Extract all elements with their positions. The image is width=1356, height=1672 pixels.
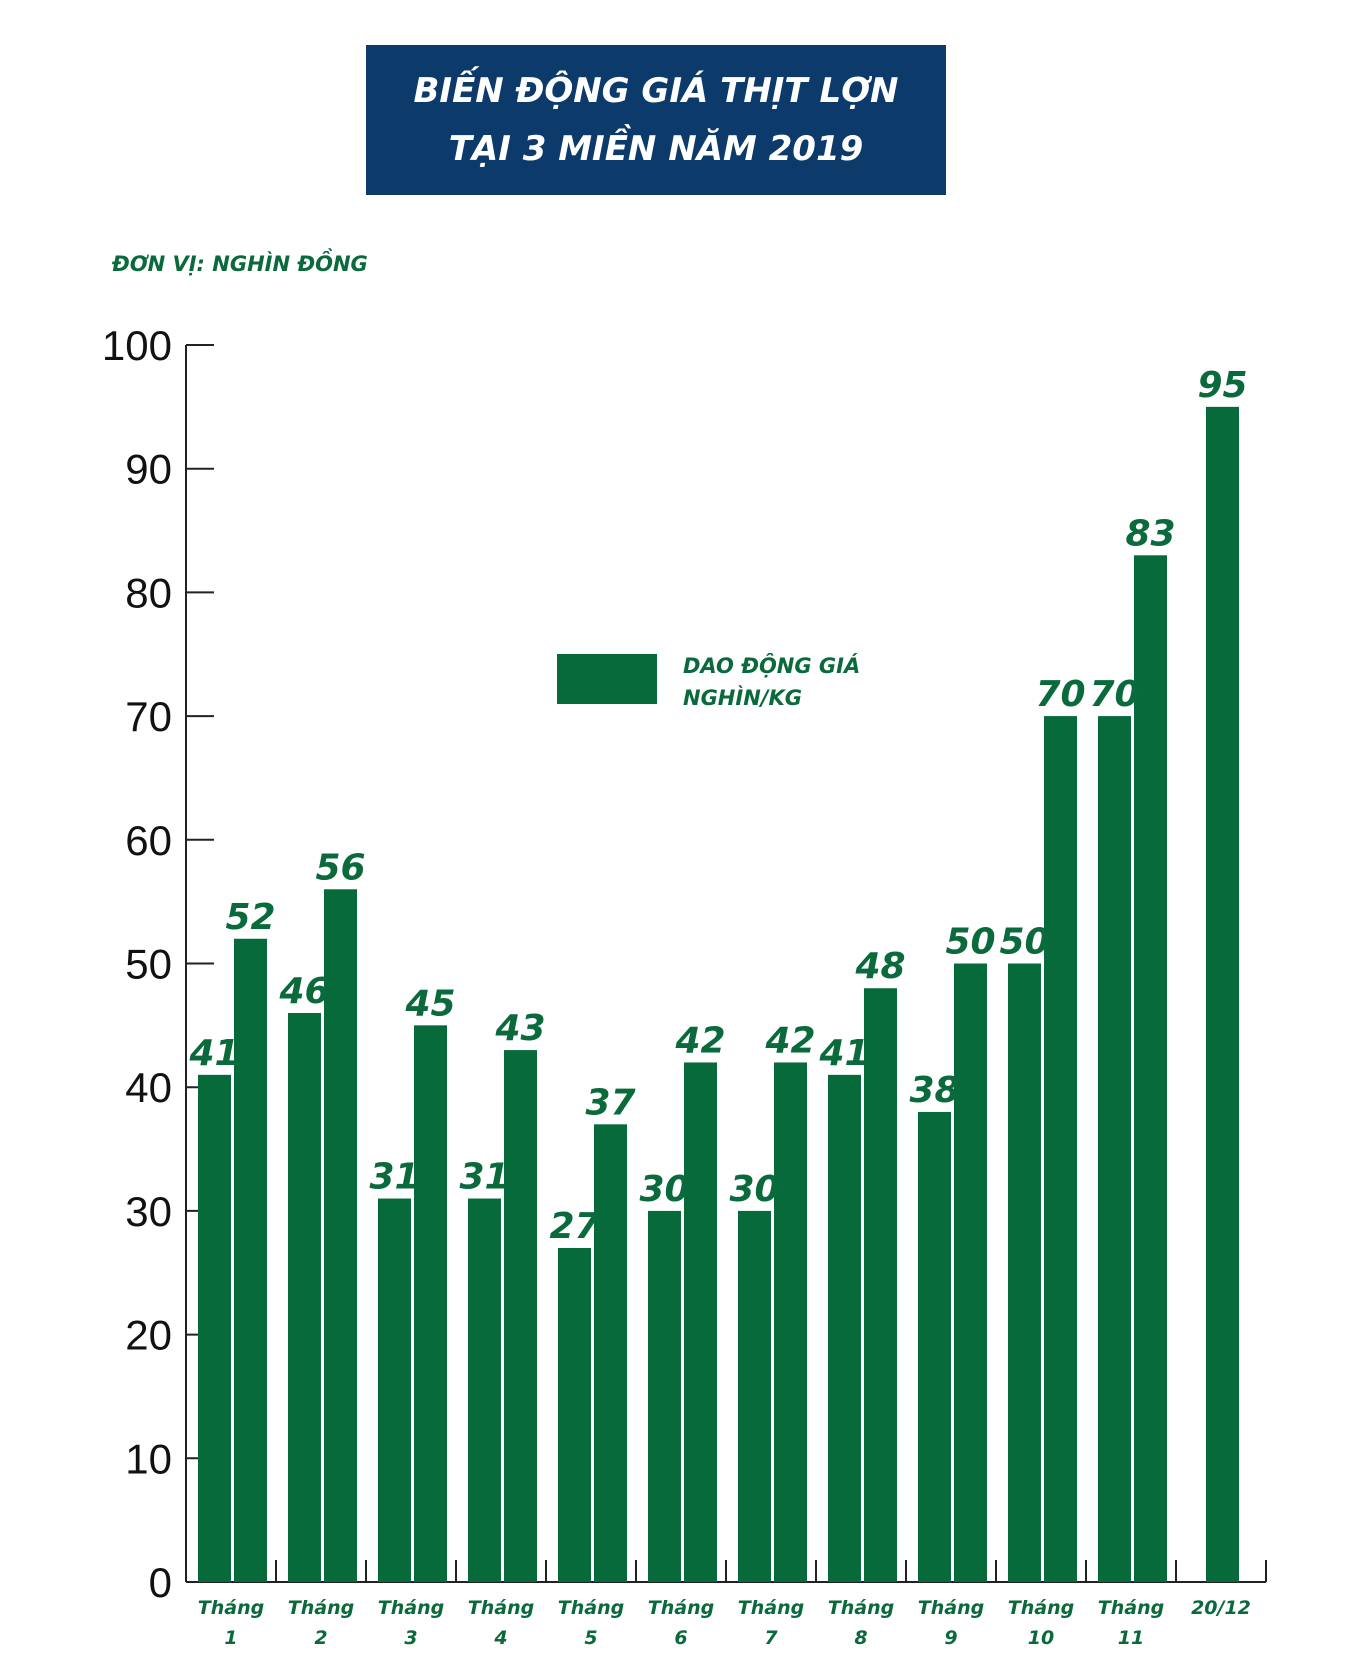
x-tick-label-line2: 4 [493, 1627, 507, 1649]
y-tick-label: 0 [149, 1559, 172, 1606]
x-tick-label-line2: 10 [1028, 1627, 1054, 1649]
x-tick-label-line2: 8 [854, 1627, 867, 1649]
y-tick-label: 90 [125, 446, 172, 493]
x-tick-label: Tháng [288, 1597, 354, 1619]
x-tick-label-line2: 3 [404, 1627, 417, 1649]
x-tick-label: Tháng [468, 1597, 534, 1619]
x-tick-label: Tháng [378, 1597, 444, 1619]
x-tick-label: Tháng [828, 1597, 894, 1619]
x-tick-label: Tháng [198, 1597, 264, 1619]
bar [1134, 555, 1167, 1582]
data-label: 46 [278, 971, 329, 1012]
x-tick-label-line2: 1 [224, 1627, 237, 1649]
data-label: 70 [1035, 674, 1085, 715]
bar [198, 1074, 231, 1582]
bar [738, 1210, 771, 1582]
x-tick-label-line2: 11 [1118, 1627, 1144, 1649]
data-label: 38 [909, 1070, 959, 1111]
data-label: 42 [764, 1020, 815, 1061]
legend-label-line2: NGHÌN/KG [683, 685, 802, 710]
unit-label: ĐƠN VỊ: NGHÌN ĐỒNG [112, 252, 368, 276]
y-tick-label: 80 [125, 569, 172, 616]
data-label: 30 [639, 1169, 689, 1210]
y-tick-label: 60 [125, 817, 172, 864]
data-label: 48 [854, 946, 905, 987]
data-label: 43 [494, 1008, 545, 1049]
bar [594, 1124, 627, 1582]
legend-label-line1: DAO ĐỘNG GIÁ [683, 652, 860, 678]
bar [954, 963, 987, 1582]
axis-layer: 0 10 20 30 40 50 60 70 80 90 100 [102, 322, 1267, 1606]
data-label: 56 [315, 847, 365, 888]
data-label: 50 [945, 922, 995, 963]
y-tick-label: 10 [125, 1435, 172, 1482]
x-tick-label: 20/12 [1191, 1597, 1251, 1619]
chart-title-line2: TẠI 3 MIỀN NĂM 2019 [448, 129, 864, 169]
data-label: 41 [188, 1033, 239, 1074]
data-label: 41 [818, 1033, 869, 1074]
x-tick-label-line2: 7 [764, 1627, 778, 1649]
x-tick-label-line2: 9 [944, 1627, 957, 1649]
data-label: 42 [674, 1020, 725, 1061]
data-label: 27 [549, 1206, 599, 1247]
bar [324, 889, 357, 1582]
data-label: 37 [585, 1082, 635, 1123]
bar [774, 1062, 807, 1582]
legend: DAO ĐỘNG GIÁ NGHÌN/KG [557, 652, 860, 710]
bar [1098, 716, 1131, 1582]
x-tick-label-line2: 5 [584, 1627, 597, 1649]
label-layer: 4152Tháng14656Tháng23145Tháng33143Tháng4… [188, 365, 1250, 1649]
bar [648, 1210, 681, 1582]
bar [558, 1248, 591, 1582]
x-tick-label: Tháng [558, 1597, 624, 1619]
data-label: 30 [729, 1169, 779, 1210]
bar [378, 1198, 411, 1582]
bar [828, 1074, 861, 1582]
y-tick-label: 50 [125, 941, 172, 988]
bar [414, 1025, 447, 1582]
data-label: 52 [225, 897, 275, 938]
x-tick-label-line2: 6 [674, 1627, 687, 1649]
x-tick-label: Tháng [1008, 1597, 1074, 1619]
data-label: 50 [999, 922, 1049, 963]
y-tick-label: 30 [125, 1188, 172, 1235]
bar [1008, 963, 1041, 1582]
y-tick-label: 70 [125, 693, 172, 740]
data-label: 31 [369, 1157, 419, 1198]
bar [918, 1111, 951, 1582]
x-tick-label: Tháng [648, 1597, 714, 1619]
bar [1044, 716, 1077, 1582]
data-label: 45 [404, 983, 455, 1024]
bar [864, 988, 897, 1582]
bar [468, 1198, 501, 1582]
x-tick-label: Tháng [738, 1597, 804, 1619]
bar [288, 1012, 321, 1582]
y-tick-label: 20 [125, 1312, 172, 1359]
chart-title-box: BIẾN ĐỘNG GIÁ THỊT LỢN TẠI 3 MIỀN NĂM 20… [366, 45, 946, 195]
y-tick-label: 100 [102, 322, 172, 369]
bar [684, 1062, 717, 1582]
bar [504, 1050, 537, 1582]
data-label: 95 [1197, 365, 1247, 406]
bar [234, 938, 267, 1582]
x-tick-label-line2: 2 [314, 1627, 327, 1649]
data-label: 83 [1125, 513, 1175, 554]
x-tick-label: Tháng [1098, 1597, 1164, 1619]
data-label: 70 [1089, 674, 1139, 715]
y-tick-label: 40 [125, 1064, 172, 1111]
bar [1206, 406, 1239, 1583]
bar-layer [198, 406, 1239, 1583]
x-tick-label: Tháng [918, 1597, 984, 1619]
data-label: 31 [459, 1157, 509, 1198]
chart-title-line1: BIẾN ĐỘNG GIÁ THỊT LỢN [413, 71, 899, 111]
legend-swatch [557, 654, 657, 704]
